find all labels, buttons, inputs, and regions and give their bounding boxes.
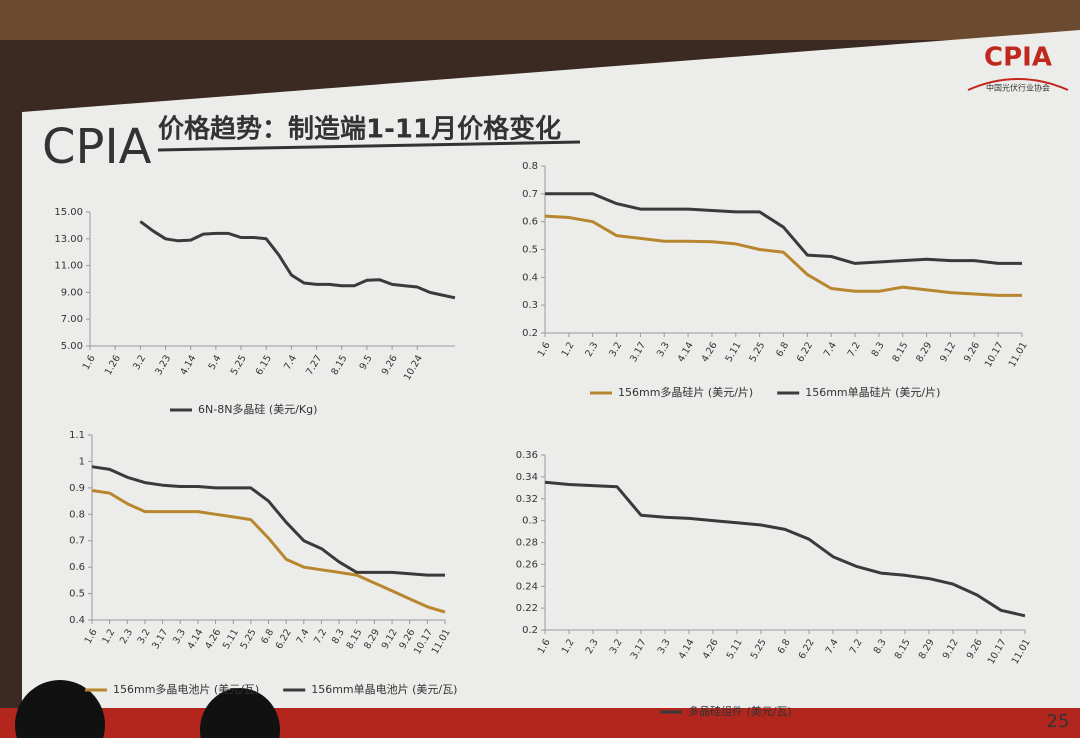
y-tick-label: 13.00 (54, 234, 83, 245)
series-line (139, 220, 456, 300)
y-tick-label: 0.3 (522, 516, 538, 527)
audience-head (200, 688, 280, 738)
ceiling (0, 0, 1080, 40)
stage (0, 708, 1080, 738)
title-underline (157, 140, 581, 152)
legend-label: 156mm单晶电池片 (美元/瓦) (311, 683, 457, 696)
y-tick-label: 11.00 (54, 261, 83, 272)
slide-bottom (22, 700, 1080, 708)
series-line (545, 192, 1022, 265)
y-tick-label: 0.5 (69, 589, 85, 600)
legend-label: 156mm多晶电池片 (美元/瓦) (113, 682, 259, 696)
y-tick-label: 0.24 (516, 581, 538, 592)
y-tick-label: 1 (79, 456, 85, 467)
audience-head (15, 680, 105, 738)
y-tick-label: 0.36 (516, 450, 538, 461)
legend-label: 6N-8N多晶硅 (美元/Kg) (198, 402, 317, 416)
legend-label: 多晶硅组件 (美元/瓦) (688, 704, 792, 718)
y-tick-label: 0.28 (516, 538, 538, 549)
series-line (91, 465, 445, 577)
y-tick-label: 15.00 (54, 207, 83, 218)
y-tick-label: 0.22 (516, 603, 538, 614)
y-tick-label: 9.00 (61, 287, 83, 298)
y-tick-label: 0.6 (69, 562, 85, 573)
series-line (544, 214, 1022, 297)
y-tick-label: 0.8 (522, 161, 538, 172)
y-tick-label: 1.1 (69, 430, 85, 441)
y-tick-label: 0.7 (69, 536, 85, 547)
logo-arc (967, 78, 1069, 91)
y-tick-label: 0.7 (522, 189, 538, 200)
y-tick-label: 0.26 (516, 559, 538, 570)
y-tick-label: 0.5 (522, 245, 538, 256)
y-tick-label: 0.32 (516, 494, 538, 505)
y-tick-label: 7.00 (61, 314, 83, 325)
logo: CPIA (984, 43, 1052, 73)
y-tick-label: 0.8 (69, 509, 85, 520)
y-tick-label: 5.00 (61, 341, 83, 352)
series-line (544, 480, 1026, 618)
y-tick-label: 0.2 (522, 625, 538, 636)
y-tick-label: 0.6 (522, 217, 538, 228)
y-tick-label: 0.2 (522, 328, 538, 339)
y-tick-label: 0.4 (69, 615, 85, 626)
series-line (91, 489, 446, 614)
legend-label: 156mm多晶硅片 (美元/片) (618, 385, 753, 399)
brand: CPIA (42, 119, 152, 175)
y-tick-label: 0.4 (522, 272, 538, 283)
legend-label: 156mm单晶硅片 (美元/片) (805, 386, 940, 399)
y-tick-label: 0.3 (522, 300, 538, 311)
page-number: 25 (1047, 711, 1070, 732)
y-tick-label: 0.9 (69, 483, 85, 494)
logo-org: 中国光伏行业协会 (986, 83, 1050, 93)
y-tick-label: 0.34 (516, 472, 538, 483)
slide-title: 价格趋势：制造端1-11月价格变化 (158, 114, 561, 145)
